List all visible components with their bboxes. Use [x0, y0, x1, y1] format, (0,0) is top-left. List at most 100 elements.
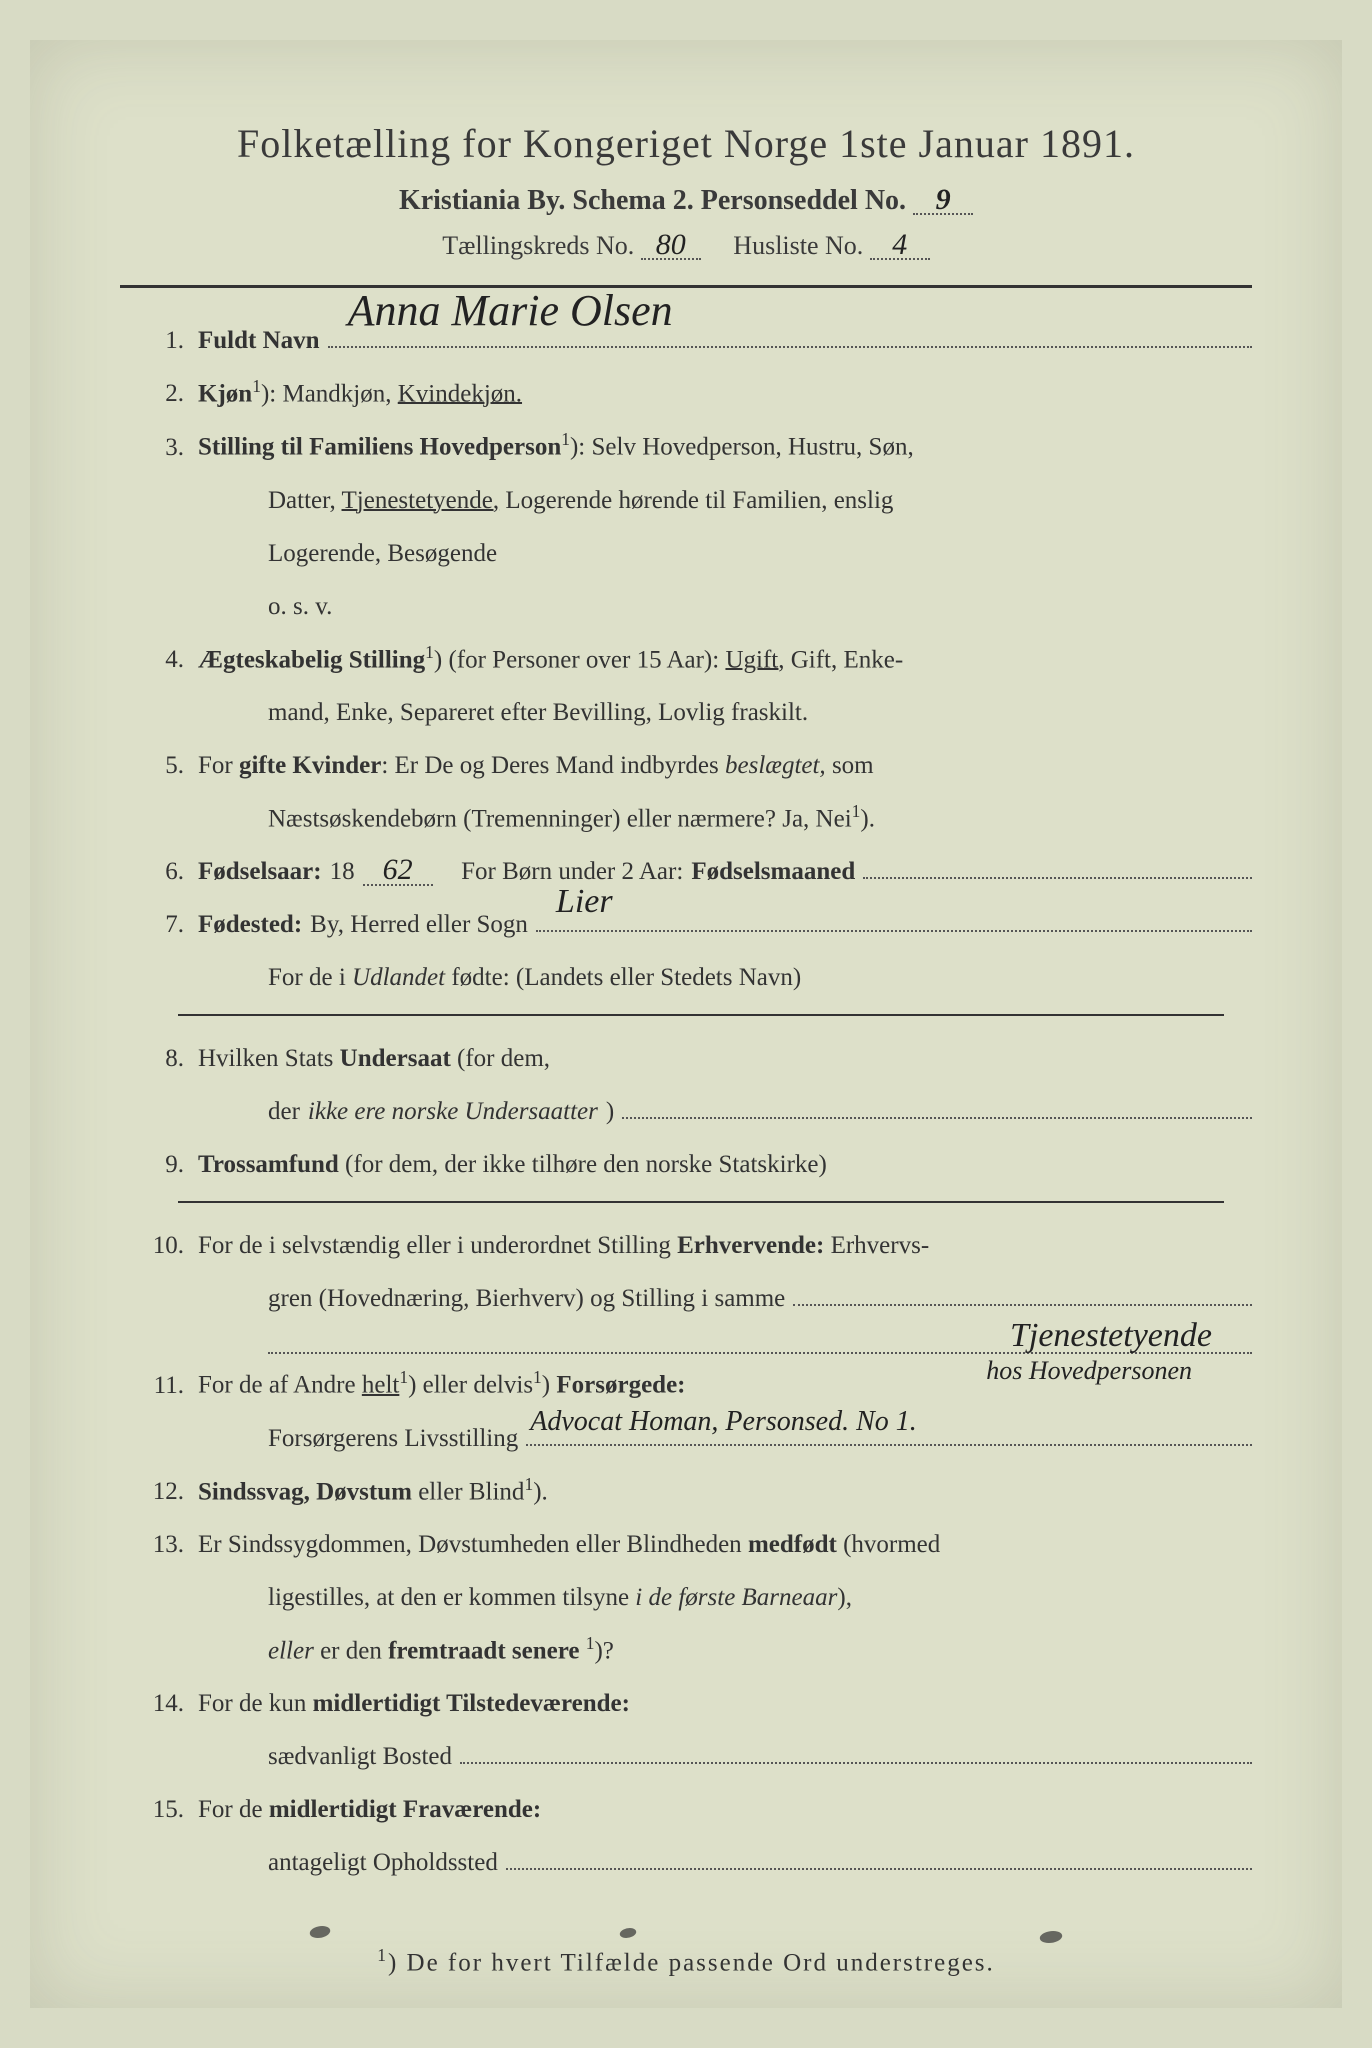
header-rule: [120, 285, 1252, 288]
provider-field-line: Advocat Homan, Personsed. No 1.: [526, 1421, 1252, 1446]
husliste-value: 4: [892, 231, 907, 258]
entry-label: gifte Kvinder: [239, 752, 381, 779]
selected-marital: Ugift,: [725, 646, 784, 673]
t: For: [198, 752, 239, 779]
name-value: Anna Marie Olsen: [348, 271, 673, 350]
tellingskreds-label: Tællingskreds No.: [442, 231, 634, 260]
entry-11-cont: Forsørgerens Livsstilling Advocat Homan,…: [268, 1416, 1252, 1461]
t: For de kun: [198, 1690, 313, 1717]
selected-relation: Tjenestetyende,: [342, 487, 500, 514]
ink-smudge-icon: [618, 1928, 638, 1938]
entry-4-cont: mand, Enke, Separeret efter Bevilling, L…: [268, 690, 1252, 735]
entry-num: 2.: [150, 371, 198, 416]
subtitle-text: Kristiania By. Schema 2. Personseddel No…: [399, 185, 906, 216]
t: Logerende hørende til Familien, enslig: [499, 487, 893, 514]
t: ligestilles, at den er kommen tilsyne: [268, 1584, 635, 1611]
entry-num: 10.: [150, 1223, 198, 1268]
month-field-line: [863, 854, 1252, 879]
entry-1: 1. Fuldt Navn Anna Marie Olsen: [150, 318, 1252, 363]
entry-body: Kjøn1): Mandkjøn, Kvindekjøn.: [198, 371, 1252, 416]
entry-num: 12.: [150, 1469, 198, 1514]
italic: ikke ere norske Undersaatter: [308, 1089, 598, 1134]
l: medfødt: [748, 1531, 837, 1558]
section-rule-2: [178, 1201, 1225, 1203]
entry-body: Fuldt Navn Anna Marie Olsen: [198, 318, 1252, 363]
entry-body: Sindssvag, Døvstum eller Blind1).: [198, 1469, 1252, 1514]
entry-label: Fuldt Navn: [198, 318, 320, 363]
subtitle-line: Kristiania By. Schema 2. Personseddel No…: [120, 185, 1252, 217]
entry-body: Hvilken Stats Undersaat (for dem,: [198, 1036, 1252, 1081]
form-header: Folketælling for Kongeriget Norge 1ste J…: [120, 120, 1252, 261]
year-field: 62: [363, 856, 433, 886]
personseddel-field: 9: [913, 186, 973, 215]
entry-15-cont: antageligt Opholdssted: [268, 1840, 1252, 1885]
t: Erhvervs-: [824, 1232, 929, 1259]
entry-3-cont1: Datter, Tjenestetyende, Logerende hørend…: [268, 478, 1252, 523]
t: fødte: (Landets eller Stedets Navn): [445, 964, 801, 991]
sup: 1: [399, 1367, 408, 1387]
t: For de: [198, 1796, 269, 1823]
entry-label: Ægteskabelig Stilling: [198, 646, 425, 673]
entry-13-cont2: eller er den fremtraadt senere 1)?: [268, 1628, 1252, 1673]
entry-num: 9.: [150, 1142, 198, 1187]
census-form-page: Folketælling for Kongeriget Norge 1ste J…: [30, 40, 1342, 2008]
year-value: 62: [383, 856, 413, 883]
tellingskreds-value: 80: [656, 231, 686, 258]
entry-num: 8.: [150, 1036, 198, 1081]
entry-label: Forsørgede:: [556, 1372, 685, 1399]
t: (for dem,: [451, 1045, 550, 1072]
t: For de i selvstændig eller i underordnet…: [198, 1232, 677, 1259]
entry-num: 1.: [150, 318, 198, 363]
l: fremtraadt senere: [388, 1637, 579, 1664]
entry-label: Undersaat: [340, 1045, 451, 1072]
entry-num: 4.: [150, 637, 198, 682]
entry-body: Stilling til Familiens Hovedperson1): Se…: [198, 424, 1252, 469]
t: (for dem, der ikke tilhøre den norske St…: [339, 1151, 827, 1178]
t: der: [268, 1089, 300, 1134]
t: eller Blind: [412, 1478, 524, 1505]
ink-smudge-icon: [308, 1926, 332, 1938]
selected-gender: Kvindekjøn.: [398, 380, 522, 407]
occupation-field-line-2: Tjenestetyende hos Hovedpersonen: [268, 1329, 1252, 1354]
entry-body: Fødested: By, Herred eller Sogn Lier: [198, 902, 1252, 947]
footnote-text: ) De for hvert Tilfælde passende Ord und…: [388, 1950, 995, 1977]
footnote-sup: 1: [377, 1945, 388, 1965]
entry-14-cont: sædvanligt Bosted: [268, 1734, 1252, 1779]
entry-label: Fødested:: [198, 902, 302, 947]
entry-label: Sindssvag, Døvstum: [198, 1478, 412, 1505]
personseddel-value: 9: [936, 186, 951, 213]
entry-13: 13. Er Sindssygdommen, Døvstumheden elle…: [150, 1522, 1252, 1567]
t: )?: [594, 1637, 613, 1664]
entry-num: 3.: [150, 425, 198, 470]
provider-value: Advocat Homan, Personsed. No 1.: [530, 1397, 917, 1447]
entry-12: 12. Sindssvag, Døvstum eller Blind1).: [150, 1469, 1252, 1514]
t: : Er De og Deres Mand indbyrdes: [381, 752, 725, 779]
entry-num: 14.: [150, 1681, 198, 1726]
text-a: ): Mandkjøn,: [261, 380, 398, 407]
t: Næstsøskendebørn (Tremenninger) eller næ…: [268, 805, 852, 832]
entry-10: 10. For de i selvstændig eller i underor…: [150, 1223, 1252, 1268]
entry-2: 2. Kjøn1): Mandkjøn, Kvindekjøn.: [150, 371, 1252, 416]
sup: 1: [252, 376, 261, 396]
t: For de i: [268, 964, 352, 991]
italic: Udlandet: [352, 964, 445, 991]
t: For de af Andre: [198, 1372, 362, 1399]
entry-body: For de midlertidigt Fraværende:: [198, 1787, 1252, 1832]
entry-3: 3. Stilling til Familiens Hovedperson1):…: [150, 424, 1252, 469]
t: ): [606, 1089, 614, 1134]
birthplace-value: Lier: [556, 871, 613, 932]
u: helt: [362, 1372, 400, 1399]
entry-body: Ægteskabelig Stilling1) (for Personer ov…: [198, 637, 1252, 682]
name-field-line: Anna Marie Olsen: [328, 323, 1252, 348]
t: ) (for Personer over 15 Aar):: [434, 646, 726, 673]
entry-body: For de i selvstændig eller i underordnet…: [198, 1223, 1252, 1268]
entry-label: Stilling til Familiens Hovedperson: [198, 434, 561, 461]
label2: Fødselsmaaned: [691, 849, 855, 894]
entry-body: Fødselsaar: 1862 For Børn under 2 Aar: F…: [198, 849, 1252, 894]
entry-body: Trossamfund (for dem, der ikke tilhøre d…: [198, 1142, 1252, 1187]
sup: 1: [533, 1367, 542, 1387]
t: By, Herred eller Sogn: [310, 902, 528, 947]
entry-8-cont: der ikke ere norske Undersaatter): [268, 1089, 1252, 1134]
entry-5-cont: Næstsøskendebørn (Tremenninger) eller næ…: [268, 796, 1252, 841]
birthplace-field-line: Lier: [536, 907, 1252, 932]
